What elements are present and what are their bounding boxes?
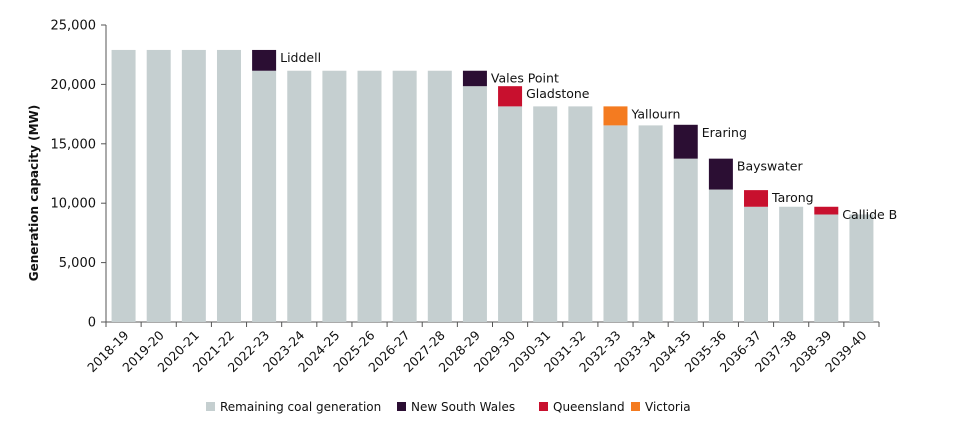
bar-segment	[357, 70, 382, 322]
legend-label: New South Wales	[411, 400, 515, 414]
station-label: Eraring	[702, 125, 747, 140]
bar-segment	[252, 70, 277, 322]
legend-label: Remaining coal generation	[220, 400, 381, 414]
station-label: Tarong	[771, 190, 814, 205]
bar-segment	[111, 49, 136, 322]
y-tick-label: 5,000	[59, 256, 96, 271]
y-tick-label: 20,000	[51, 78, 97, 93]
y-tick-label: 25,000	[51, 19, 97, 34]
station-label: Yallourn	[630, 106, 680, 121]
bar-segment	[287, 70, 312, 322]
legend-swatch	[539, 402, 548, 411]
y-axis: 0 5,000 10,000 15,000 20,000 25,000	[51, 19, 107, 331]
bar-segment	[814, 214, 839, 322]
station-label: Callide B	[842, 207, 897, 222]
bar-segment	[603, 125, 628, 322]
y-tick-label: 15,000	[51, 137, 97, 152]
bar-segment	[216, 49, 241, 322]
bar-segment	[146, 49, 171, 322]
bar-segment	[814, 206, 839, 215]
station-label: Vales Point	[491, 71, 559, 86]
x-axis: 2018-192019-202020-212021-222022-232023-…	[84, 321, 880, 375]
legend-swatch	[397, 402, 406, 411]
bar-segment	[533, 106, 558, 323]
y-axis-label: Generation capacity (MW)	[27, 105, 41, 282]
bar-segment	[568, 106, 593, 323]
bar-segment	[427, 70, 452, 322]
bar-segment	[638, 125, 663, 322]
bar-segment	[744, 190, 769, 207]
bar-segment	[603, 106, 628, 126]
bar-segment	[181, 49, 206, 322]
y-tick-label: 0	[88, 316, 96, 331]
bar-segment	[673, 124, 698, 159]
bar-segment	[498, 86, 523, 107]
bar-segment	[252, 49, 277, 71]
y-tick-label: 10,000	[51, 197, 97, 212]
bar-segment	[392, 70, 417, 322]
legend-swatch	[631, 402, 640, 411]
bars	[111, 49, 874, 323]
legend-swatch	[206, 402, 215, 411]
bar-segment	[779, 206, 804, 322]
bar-segment	[462, 70, 487, 87]
bar-segment	[708, 189, 733, 322]
legend-label: Victoria	[645, 400, 691, 414]
bar-segment	[673, 158, 698, 322]
bar-segment	[498, 106, 523, 323]
bar-segment	[462, 86, 487, 322]
bar-segment	[322, 70, 347, 322]
bar-segment	[744, 206, 769, 322]
station-label: Liddell	[280, 50, 321, 65]
station-label: Gladstone	[526, 86, 590, 101]
station-label: Bayswater	[737, 159, 804, 174]
bar-segment	[708, 158, 733, 190]
legend-label: Queensland	[553, 400, 625, 414]
bar-segment	[849, 214, 874, 322]
legend: Remaining coal generation New South Wales…	[206, 400, 691, 414]
